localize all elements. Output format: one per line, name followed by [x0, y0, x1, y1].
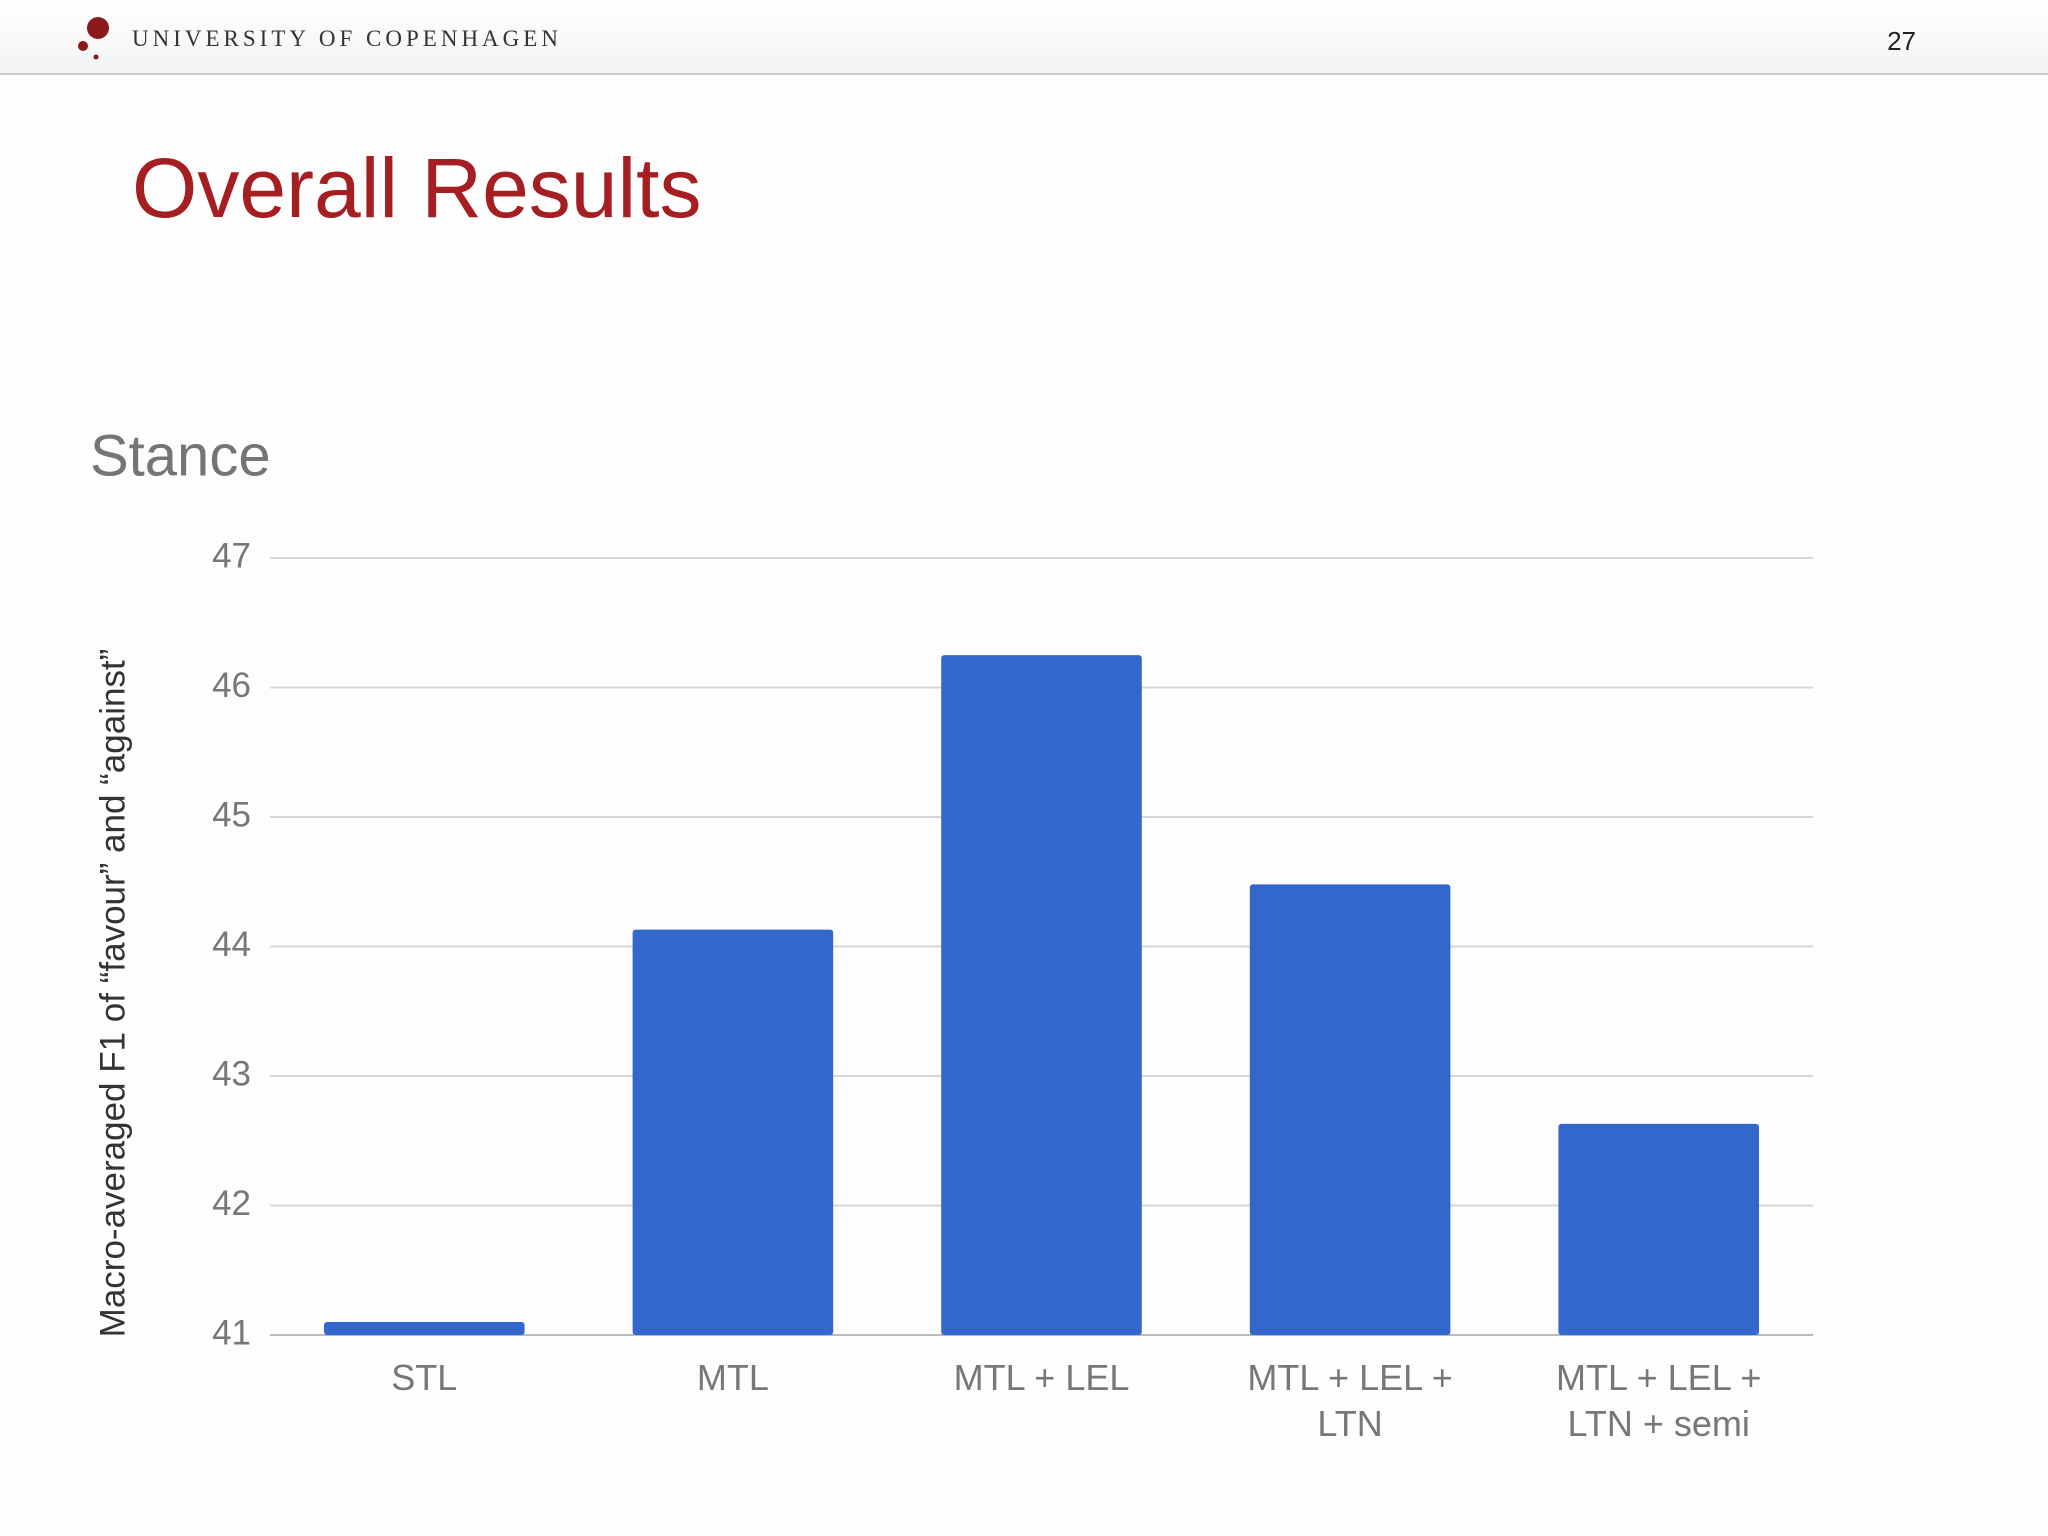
bar: [632, 929, 834, 1335]
y-axis-label: Macro-averaged F1 of “favour” and “again…: [93, 649, 132, 1338]
x-tick-label: STL: [391, 1357, 458, 1398]
y-tick-label: 45: [212, 795, 251, 834]
x-tick-label: MTL: [696, 1357, 769, 1398]
x-tick-label: MTL + LEL + LTN + semi: [1555, 1357, 1762, 1444]
y-tick-label: 46: [212, 666, 251, 705]
x-tick-label: MTL + LEL: [953, 1357, 1130, 1398]
institution: UNIVERSITY OF COPENHAGEN: [132, 26, 562, 51]
bar: [941, 655, 1142, 1335]
y-tick-label: 44: [212, 925, 251, 964]
y-tick-label: 43: [212, 1054, 251, 1093]
logo: [78, 17, 109, 60]
y-tick-label: 42: [212, 1184, 251, 1223]
page-number: 27: [1887, 26, 1916, 56]
y-tick-label: 47: [212, 536, 251, 575]
y-tick-label: 41: [212, 1313, 251, 1352]
bar: [324, 1322, 525, 1335]
bar: [1558, 1123, 1759, 1335]
chart-title: Stance: [90, 423, 271, 488]
slide-title: Overall Results: [132, 141, 702, 235]
bar: [1249, 884, 1451, 1335]
x-tick-label: MTL + LEL + LTN: [1247, 1357, 1453, 1444]
header-bar: UNIVERSITY OF COPENHAGEN 27: [0, 0, 2048, 75]
